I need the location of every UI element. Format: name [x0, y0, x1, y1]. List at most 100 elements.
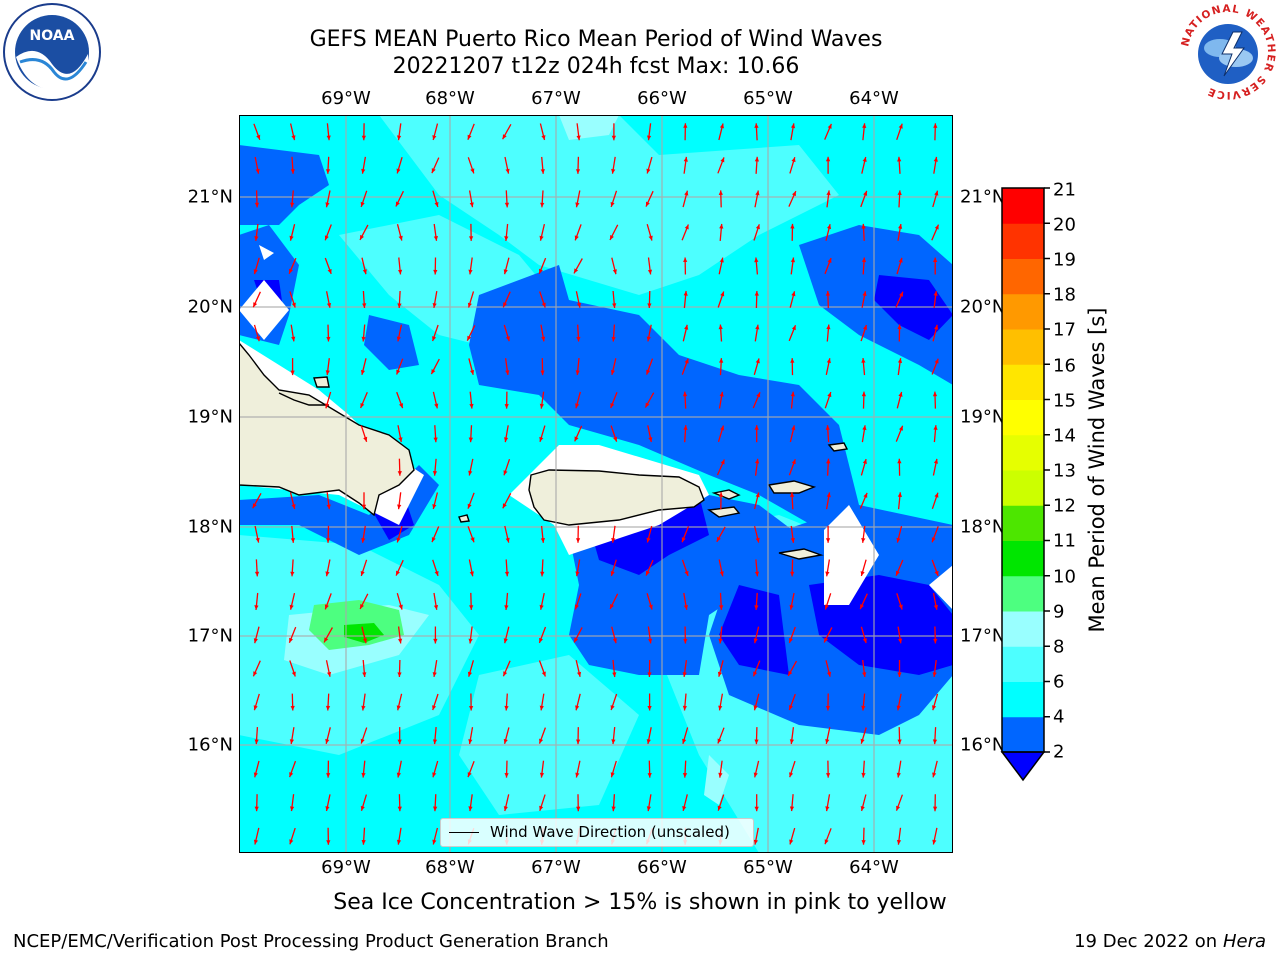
wind-wave-arrowhead — [646, 570, 650, 576]
wind-wave-arrowhead — [862, 672, 867, 677]
wind-wave-arrowhead — [398, 638, 403, 644]
wind-wave-arrowhead — [861, 538, 866, 543]
wind-wave-arrowhead — [325, 169, 331, 174]
wind-wave-arrowhead — [718, 638, 723, 644]
wind-wave-arrowhead — [719, 571, 724, 577]
wind-wave-arrowhead — [361, 168, 366, 174]
wind-wave-arrowhead — [754, 257, 759, 263]
colorbar-bin — [1002, 188, 1044, 224]
wind-wave-arrowhead — [324, 604, 329, 610]
wind-wave-arrowhead — [325, 370, 330, 375]
wind-wave-arrowhead — [254, 739, 259, 745]
wind-wave-arrowhead — [896, 705, 901, 711]
wind-wave-arrowhead — [289, 739, 294, 744]
wind-wave-arrowhead — [755, 324, 760, 330]
wind-wave-arrowhead — [325, 738, 330, 744]
wind-wave-arrowhead — [397, 303, 402, 308]
wind-wave-arrowhead — [754, 571, 760, 577]
wind-wave-arrowhead — [719, 605, 724, 610]
wind-wave-arrowhead — [755, 537, 760, 543]
wind-wave-arrowhead — [754, 806, 759, 812]
wind-wave-arrowhead — [541, 671, 546, 677]
wind-wave-arrowhead — [860, 604, 864, 610]
wind-wave-arrowhead — [469, 706, 474, 711]
wind-wave-arrowhead — [719, 358, 724, 363]
wind-wave-arrowhead — [290, 538, 295, 543]
wind-wave-arrowhead — [684, 570, 689, 576]
wind-wave-arrowhead — [611, 806, 616, 812]
wind-wave-arrowhead — [397, 739, 402, 745]
wind-wave-arrowhead — [324, 235, 329, 241]
wind-wave-arrowhead — [611, 168, 616, 174]
wind-wave-arrowhead — [755, 492, 760, 498]
wind-wave-arrowhead — [363, 436, 368, 442]
wind-wave-arrowhead — [575, 705, 580, 711]
wind-wave-arrowhead — [254, 605, 259, 610]
land-mona — [458, 514, 470, 523]
wind-wave-arrowhead — [539, 738, 544, 744]
wind-wave-arrowhead — [897, 324, 902, 330]
wind-wave-arrowhead — [362, 303, 367, 308]
wind-wave-arrowhead — [648, 604, 653, 610]
wind-wave-arrowhead — [504, 236, 509, 241]
wind-wave-arrowhead — [720, 459, 725, 465]
wind-wave-arrowhead — [539, 235, 544, 241]
wind-wave-arrowhead — [576, 336, 581, 342]
wind-wave-arrowhead — [789, 772, 794, 778]
wind-wave-arrowhead — [469, 571, 474, 577]
lon-label-top: 68°W — [425, 88, 475, 109]
colorbar-label: Mean Period of Wind Waves [s] — [1085, 307, 1109, 633]
wind-wave-arrowhead — [432, 303, 437, 308]
wind-wave-arrowhead — [754, 156, 759, 162]
wind-wave-arrowhead — [718, 772, 723, 778]
wind-wave-arrowhead — [790, 571, 795, 577]
wind-wave-arrowhead — [933, 257, 938, 262]
wind-wave-arrowhead — [326, 538, 331, 543]
wind-wave-arrowhead — [610, 571, 615, 576]
footer-host: Hera — [1222, 931, 1266, 952]
wind-wave-arrowhead — [718, 190, 723, 195]
wind-wave-arrowhead — [754, 605, 759, 610]
wind-wave-arrowhead — [469, 403, 474, 409]
mask-area — [824, 505, 879, 605]
wind-wave-arrowhead — [790, 257, 795, 263]
wind-wave-arrowhead — [683, 123, 688, 128]
wind-wave-arrowhead — [325, 705, 331, 711]
wind-wave-arrowhead — [932, 839, 937, 845]
wind-wave-arrowhead — [541, 302, 546, 308]
wind-wave-arrowhead — [574, 604, 579, 610]
lat-label-left: 16°N — [187, 734, 233, 756]
wind-wave-arrowhead — [899, 425, 903, 431]
colorbar-tick-label: 6 — [1053, 671, 1065, 693]
wind-wave-arrowhead — [753, 705, 758, 711]
wind-wave-arrowhead — [791, 123, 796, 129]
colorbar-bin — [1002, 364, 1044, 400]
wind-wave-arrowhead — [575, 169, 581, 174]
wind-wave-arrowhead — [575, 772, 580, 778]
wind-wave-arrowhead — [611, 739, 616, 744]
wind-wave-arrowhead — [933, 425, 938, 430]
lat-label-left: 19°N — [187, 406, 233, 428]
wind-wave-arrowhead — [504, 404, 509, 409]
lat-label-right: 18°N — [960, 516, 1006, 538]
wind-wave-arrowhead — [289, 839, 294, 845]
colorbar-tick-label: 16 — [1053, 355, 1076, 377]
wind-wave-arrowhead — [325, 571, 330, 577]
wind-wave-arrowhead — [683, 425, 688, 430]
colorbar-bin — [1002, 258, 1044, 295]
wind-wave-arrowhead — [396, 705, 401, 711]
wind-wave-arrowhead — [613, 436, 618, 442]
wind-wave-arrowhead — [683, 257, 688, 262]
wind-wave-arrowhead — [612, 303, 617, 308]
wind-wave-arrowhead — [646, 369, 651, 375]
wind-wave-arrowhead — [612, 672, 617, 677]
wind-wave-arrowhead — [647, 303, 652, 308]
wind-wave-arrowhead — [253, 839, 258, 845]
wind-wave-arrowhead — [825, 538, 831, 543]
wind-wave-arrowhead — [896, 805, 901, 811]
wind-wave-arrowhead — [791, 459, 796, 465]
colorbar-tick-label: 19 — [1053, 249, 1076, 271]
wind-wave-arrowhead — [933, 291, 938, 296]
lon-label-top: 64°W — [849, 88, 899, 109]
wind-wave-arrowhead — [934, 492, 939, 498]
